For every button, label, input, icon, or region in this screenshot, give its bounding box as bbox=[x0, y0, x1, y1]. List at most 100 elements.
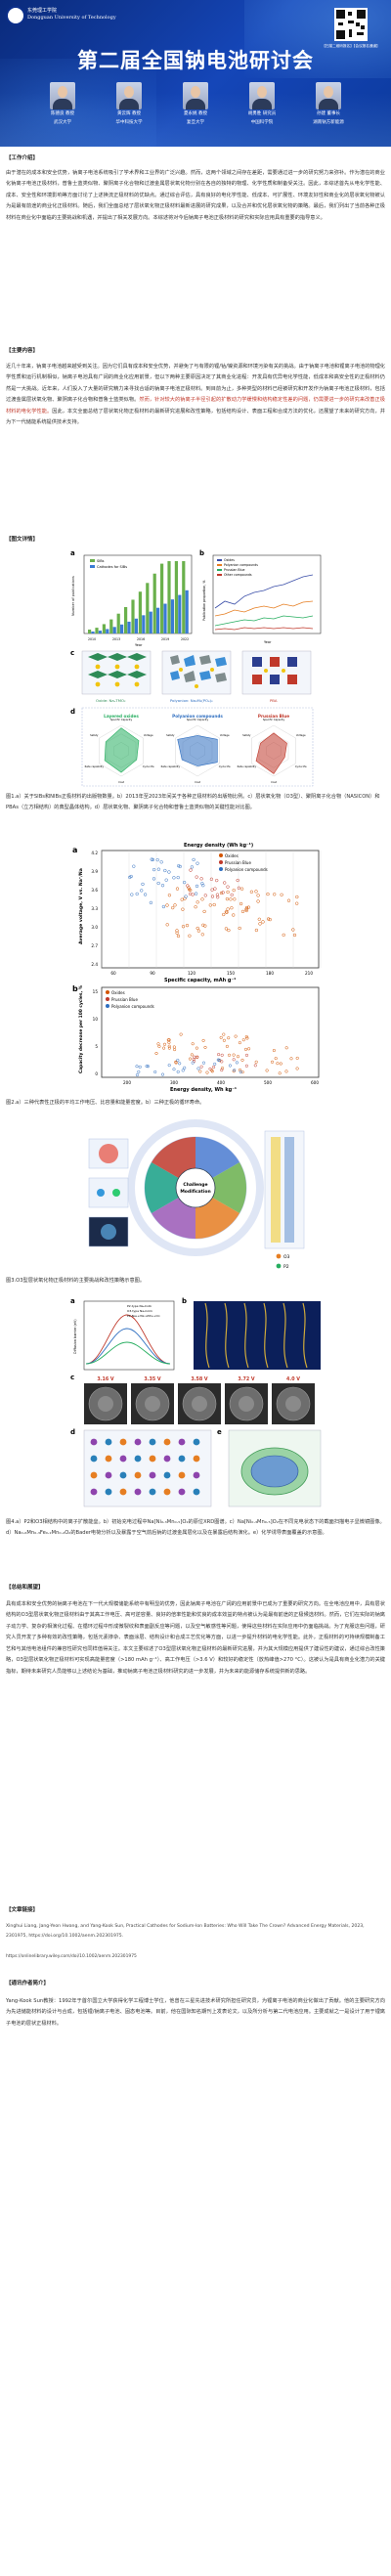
center-label: Challenge bbox=[183, 1182, 207, 1188]
svg-text:b: b bbox=[182, 1297, 187, 1305]
figure-3-caption: 图3.O3型层状氧化物正极材料的主要挑战和改性策略示意图。 bbox=[6, 1278, 146, 1284]
section-heading-main-content: 【主要内容】 bbox=[6, 348, 39, 354]
figure-4: a P2-type NaₓCoO₂ O3-type NaₓCoO₂ P2-Na₀… bbox=[68, 1295, 325, 1510]
tick-label: 2.7 bbox=[91, 943, 98, 948]
section-heading-article: 【文章链接】 bbox=[6, 1907, 39, 1913]
legend-label: Prussian Blue bbox=[225, 860, 251, 865]
legend-label: O3-type NaₓCoO₂ bbox=[127, 1309, 153, 1313]
figure-1-caption: 图1.a）关于SIBs和NIBs正极材料的出版物数量。b）2013年至2023年… bbox=[6, 794, 380, 811]
speaker-org: 中国科学院 bbox=[250, 120, 274, 126]
legend-label: Oxides bbox=[225, 853, 239, 858]
radar-axis-label: Voltage bbox=[220, 733, 230, 737]
speaker-photo bbox=[183, 82, 208, 109]
figure-2: Energy density (Wh kg⁻¹) a Oxides Prussi… bbox=[68, 839, 325, 1095]
radar-axis-label: Cycle life bbox=[143, 764, 154, 768]
tick-label: 60 bbox=[110, 971, 116, 976]
svg-text:a: a bbox=[70, 549, 75, 557]
axis-label: Energy density, Wh kg⁻¹ bbox=[170, 1087, 237, 1093]
tick-label: 300 bbox=[170, 1080, 178, 1085]
axis-label: Diffusion barrier (eV) bbox=[73, 1319, 77, 1354]
legend-label: P2-type NaₓCoO₂ bbox=[127, 1304, 152, 1308]
tick-label: 3.9 bbox=[91, 869, 98, 874]
speaker-photo bbox=[316, 82, 341, 109]
svg-text:a: a bbox=[72, 846, 77, 854]
tick-label: 3.6 bbox=[91, 888, 98, 893]
svg-text:d: d bbox=[70, 708, 75, 716]
svg-text:d: d bbox=[70, 1428, 75, 1436]
pba-structure-icon bbox=[241, 650, 312, 695]
svg-text:b: b bbox=[72, 984, 78, 993]
axis-label: Capacity decrease per 100 cycles, % bbox=[78, 984, 84, 1073]
axis-label: Average voltage, V vs. Na⁺/Na bbox=[78, 868, 84, 944]
tick-label: 2.4 bbox=[91, 962, 98, 967]
section-heading-figures: 【图文详情】 bbox=[6, 537, 39, 543]
radar-axis-label: Cost bbox=[118, 780, 124, 784]
legend-label: Other compounds bbox=[224, 573, 252, 577]
conference-banner: 东莞理工学院 Dongguan University of Technology… bbox=[0, 0, 391, 147]
radar-axis-label: Cycle life bbox=[219, 764, 231, 768]
speaker-card: 黄云辉 教授 华中科技大学 bbox=[102, 82, 156, 126]
center-label: Modification bbox=[180, 1189, 210, 1195]
tick-label: 0 bbox=[95, 1071, 98, 1076]
speaker-photo bbox=[116, 82, 142, 109]
radar-axis-label: Safety bbox=[242, 733, 251, 737]
svg-text:c: c bbox=[70, 649, 74, 657]
radar-axis-label: Rate capability bbox=[238, 764, 257, 768]
section-heading-work-intro: 【工作介绍】 bbox=[6, 155, 39, 161]
main-content-text: 近几十年来，钠离子电池越来越受到关注。因为它们具有成本和安全优势，并避免了与有限… bbox=[6, 364, 385, 426]
figure-2-caption: 图2.a）三种代表性正极的平均工作电压、比容量和能量密度。b）三种正极的循环寿命… bbox=[6, 1100, 205, 1106]
figure-2-top-title: Energy density (Wh kg⁻¹) bbox=[184, 843, 253, 849]
radar-title: Polyanion compounds bbox=[172, 714, 223, 719]
tick-label: 120 bbox=[188, 971, 196, 976]
tick-label: 10 bbox=[93, 1017, 99, 1022]
structure-label: PBA bbox=[270, 698, 278, 703]
speaker-name: 夏永姚 教授 bbox=[184, 111, 207, 116]
article-citation: Xinghui Liang, Jang-Yeon Hwang, and Yang… bbox=[6, 1924, 365, 1939]
section-heading-author: 【通讯作者简介】 bbox=[6, 1981, 50, 1987]
radar-axis-label: Cost bbox=[271, 780, 277, 784]
svg-text:a: a bbox=[70, 1297, 75, 1305]
legend-label: Prussian Blue bbox=[111, 997, 138, 1002]
tick-label: 600 bbox=[311, 1080, 319, 1085]
qr-code-icon[interactable] bbox=[334, 8, 368, 41]
sem-voltage-label: 3.58 V bbox=[191, 1376, 208, 1382]
tick-label: 4.2 bbox=[91, 851, 98, 855]
radar-axis-label: Specific Capacity bbox=[263, 718, 285, 721]
university-name: 东莞理工学院 Dongguan University of Technology bbox=[27, 8, 116, 21]
tick-label: 2016 bbox=[137, 637, 145, 641]
legend-label: Oxides bbox=[111, 990, 125, 995]
radar-axis-label: Safety bbox=[166, 733, 175, 737]
tick-label: 200 bbox=[123, 1080, 131, 1085]
tick-label: 3.0 bbox=[91, 925, 98, 930]
tick-label: 5 bbox=[95, 1044, 98, 1049]
tick-label: 3.3 bbox=[91, 906, 98, 911]
radar-axis-label: Specific Capacity bbox=[187, 718, 209, 721]
svg-text:c: c bbox=[70, 1374, 74, 1381]
tick-label: 180 bbox=[266, 971, 274, 976]
speaker-card: 夏永姚 教授 复旦大学 bbox=[168, 82, 223, 126]
radar-axis-label: Voltage bbox=[144, 733, 153, 737]
structure-label: Polyanion: Na₃M₂(PO₄)₃ bbox=[170, 698, 213, 703]
legend-label: Cathodes for SIBs bbox=[97, 565, 127, 569]
speaker-org: 武汉大学 bbox=[54, 120, 71, 126]
section-heading-summary: 【总结和展望】 bbox=[6, 1585, 44, 1591]
speaker-name: 孙建 董事长 bbox=[317, 111, 340, 116]
legend-label: O3 bbox=[283, 1254, 290, 1260]
figure-3: Challenge Modification O3 P2 bbox=[83, 1119, 308, 1276]
speaker-name: 黄云辉 教授 bbox=[117, 111, 141, 116]
figure-1: a SIBs Cathodes for SIBs Number of publi… bbox=[68, 547, 325, 790]
figure-4-caption: 图4.a）P2和O3相结构中的离子扩散能垒。b）初始充电过程中Na[Ni₀.₃M… bbox=[6, 1519, 385, 1537]
sem-voltage-label: 3.16 V bbox=[97, 1376, 114, 1382]
article-link[interactable]: https://onlinelibrary.wiley.com/doi/10.1… bbox=[6, 1954, 137, 1959]
sem-voltage-label: 3.72 V bbox=[238, 1376, 255, 1382]
legend-label: Polyanion compounds bbox=[225, 867, 268, 872]
structure-label: Oxide: NaₓTMO₂ bbox=[96, 698, 126, 703]
author-bio-text: Yang-Kook Sun教授：1992年于首尔国立大学获得化学工程博士学位，他… bbox=[6, 1998, 385, 2027]
svg-text:b: b bbox=[199, 549, 204, 557]
speaker-org: 复旦大学 bbox=[187, 120, 204, 126]
tick-label: 150 bbox=[227, 971, 235, 976]
legend-label: P2-Na₀.₆₇Ni₀.₃₃Mn₀.₆₇O₂ bbox=[127, 1314, 160, 1318]
polyanion-structure-icon bbox=[161, 650, 232, 695]
radar-axis-label: Voltage bbox=[296, 733, 306, 737]
